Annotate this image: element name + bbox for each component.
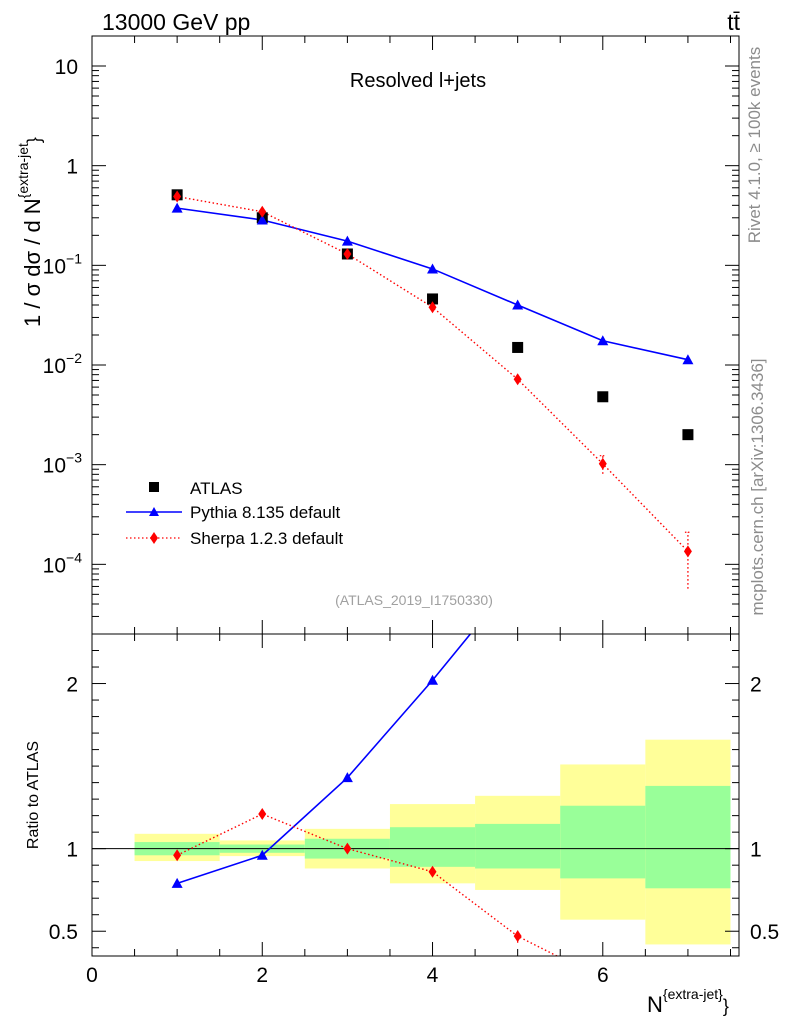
main-y-tick-label-base: 10 [55,56,78,79]
legend-atlas-marker [149,482,159,492]
main-y-tick-label-exp: −1 [66,250,82,266]
ratio-sherpa-point [173,849,182,862]
svg-text:1 / σ dσ / d N{extra-jet}: 1 / σ dσ / d N{extra-jet} [15,137,45,327]
main-y-tick-label-exp: −4 [66,549,82,565]
legend: ATLAS Pythia 8.135 default Sherpa 1.2.3 … [126,479,343,548]
main-y-tick-label: 10−2 [43,350,83,378]
main-y-tick-label: 1 [66,156,78,179]
ratio-sherpa-line [176,813,559,956]
legend-pythia: Pythia 8.135 default [126,503,341,522]
main-y-tick-label: 10 [55,56,78,79]
ratio-pythia-point [171,877,183,888]
main-y-tick-label-exp: −3 [66,450,82,466]
legend-sherpa: Sherpa 1.2.3 default [126,529,343,548]
atlas-data-point [512,341,524,353]
main-y-tick-label: 10−4 [43,549,83,577]
ratio-sherpa-point [258,807,267,820]
energy-label: 13000 GeV pp [102,9,250,35]
ratio-plot-frame [91,633,740,957]
legend-atlas: ATLAS [149,479,243,498]
x-label-sup: {extra-jet} [663,986,723,1002]
main-y-tick-label-base: 10 [43,255,66,278]
sherpa-line [177,195,689,552]
ratio-bands [134,739,731,945]
main-chart-title: Resolved l+jets [350,70,486,92]
pythia-data-point [512,299,524,310]
main-y-tick-label-base: 10 [43,355,66,378]
main-y-label-sup: {extra-jet [15,143,31,198]
ratio-y-axis-label: Ratio to ATLAS [25,741,42,849]
ratio-y-tick-label-right: 1 [750,839,762,862]
ratio-y-tick-label-right: 2 [750,674,762,697]
rivet-label: Rivet 4.1.0, ≥ 100k events [745,47,764,243]
main-y-axis-label: 1 / σ dσ / d N{extra-jet} [15,137,45,327]
ratio-y-tick-label: 1 [66,839,78,862]
sherpa-data-point [598,457,607,470]
sherpa-data-point [428,301,437,314]
ratio-sherpa-point [513,930,522,943]
main-y-label-text: 1 / σ dσ / d N [20,198,45,327]
x-axis-label: N{extra-jet}} [647,986,729,1017]
legend-sherpa-label: Sherpa 1.2.3 default [190,529,343,548]
x-tick-label: 4 [427,964,439,987]
ratio-y-tick-label: 2 [66,674,78,697]
pythia-data-point [341,235,353,246]
main-y-label-close: } [24,137,44,143]
ratio-sherpa-point [428,865,437,878]
sherpa-data-point [343,247,352,260]
ratio-pythia-point [427,674,439,685]
process-label: tt̄ [727,9,740,35]
svg-text:N{extra-jet}}: N{extra-jet}} [647,986,729,1017]
sherpa-data-point [683,545,692,558]
ratio-band-green [389,827,476,867]
ratio-y-tick-label-right: 0.5 [750,921,779,944]
main-y-tick-label-base: 10 [43,455,66,478]
legend-pythia-label: Pythia 8.135 default [190,503,341,522]
pythia-data-point [171,202,183,213]
legend-pythia-marker [149,507,159,516]
x-label-text: N [647,992,663,1017]
legend-atlas-label: ATLAS [190,479,243,498]
main-y-tick-label-exp: −2 [66,350,82,366]
pythia-data-point [256,214,268,225]
pythia-line [177,207,689,361]
analysis-watermark: (ATLAS_2019_I1750330) [335,592,493,608]
sherpa-data-point [173,190,182,203]
ratio-band-green [475,823,561,869]
x-tick-label: 6 [597,964,609,987]
x-tick-label: 2 [256,964,268,987]
pythia-data-point [682,354,694,365]
ratio-sherpa-point [343,842,352,855]
atlas-data-point [682,429,694,441]
main-y-tick-label: 10−3 [43,450,83,478]
ratio-pythia-point [256,849,268,860]
ratio-axis: 0 2 4 6 0.5 0.5 1 1 2 2 [49,633,779,987]
pythia-data-point [427,263,439,274]
sherpa-data-point [513,373,522,386]
main-series [171,189,694,589]
mcplots-label: mcplots.cern.ch [arXiv:1306.3436] [748,358,767,615]
ratio-series [171,571,559,956]
ratio-y-tick-label: 0.5 [49,921,78,944]
ratio-band-green [560,805,646,879]
x-tick-label: 0 [86,964,98,987]
main-y-tick-label-base: 10 [43,554,66,577]
main-y-tick-label-base: 1 [66,156,78,179]
ratio-pythia-point [341,772,353,783]
atlas-data-point [597,391,609,403]
ratio-pythia-point [512,571,523,581]
x-label-close: } [723,996,729,1016]
sherpa-data-point [258,205,267,218]
pythia-data-point [597,335,609,346]
legend-sherpa-marker [150,532,158,544]
atlas-data-point [427,293,439,305]
ratio-band-green [645,785,731,889]
main-y-tick-label: 10−1 [43,250,83,278]
